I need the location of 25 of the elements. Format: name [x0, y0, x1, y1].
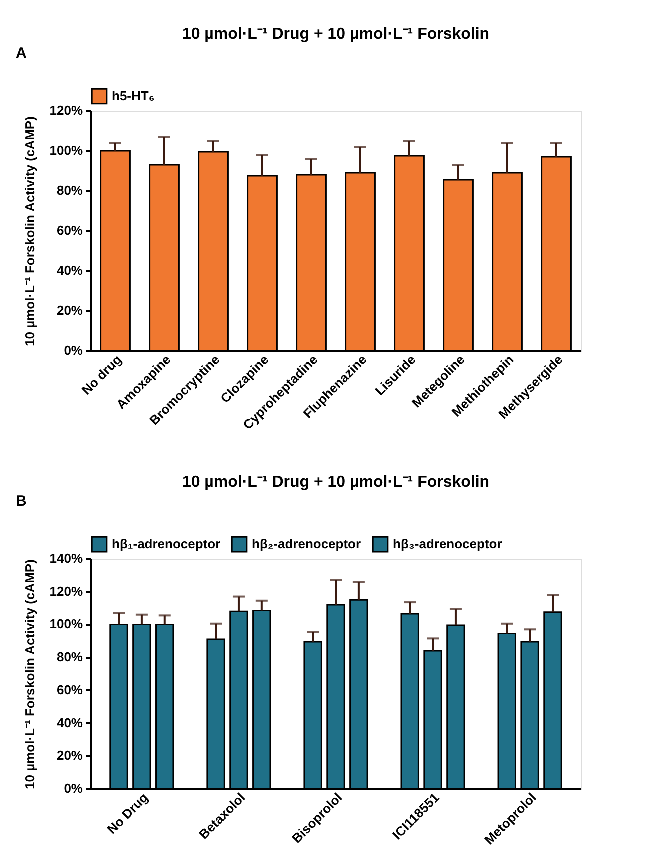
y-tick-label: 100% — [50, 616, 84, 632]
y-axis-title: 10 µmol·L⁻¹ Forskolin Activity (cAMP) — [22, 560, 38, 790]
y-tick-label: 0% — [64, 343, 84, 358]
legend-label: hβ₁-adrenoceptor — [112, 536, 221, 552]
legend-label: hβ₃-adrenoceptor — [393, 536, 502, 552]
y-axis-title: 10 µmol·L⁻¹ Forskolin Activity (cAMP) — [22, 116, 38, 346]
y-tick-label: 120% — [50, 584, 84, 599]
y-tick-label: 140% — [50, 551, 84, 566]
chart-title: 10 µmol·L⁻¹ Drug + 10 µmol·L⁻¹ Forskolin — [182, 474, 490, 491]
y-tick-label: 0% — [64, 781, 84, 796]
y-tick-label: 20% — [56, 303, 84, 318]
y-tick-label: 120% — [50, 103, 84, 118]
text: A — [16, 45, 27, 62]
legend-label: h5-HT₆ — [112, 88, 155, 104]
y-tick-label: 100% — [50, 143, 84, 158]
y-tick-label: 40% — [56, 715, 84, 730]
legend-label: hβ₂-adrenoceptor — [252, 536, 362, 552]
y-tick-label: 60% — [56, 223, 84, 238]
chart-title: 10 µmol·L⁻¹ Drug + 10 µmol·L⁻¹ Forskolin — [182, 26, 490, 43]
y-tick-label: 20% — [56, 748, 84, 764]
y-tick-label: 80% — [56, 650, 84, 665]
text: B — [16, 493, 27, 510]
y-tick-label: 40% — [56, 263, 84, 278]
y-tick-label: 80% — [56, 183, 84, 198]
y-tick-label: 60% — [56, 682, 84, 698]
